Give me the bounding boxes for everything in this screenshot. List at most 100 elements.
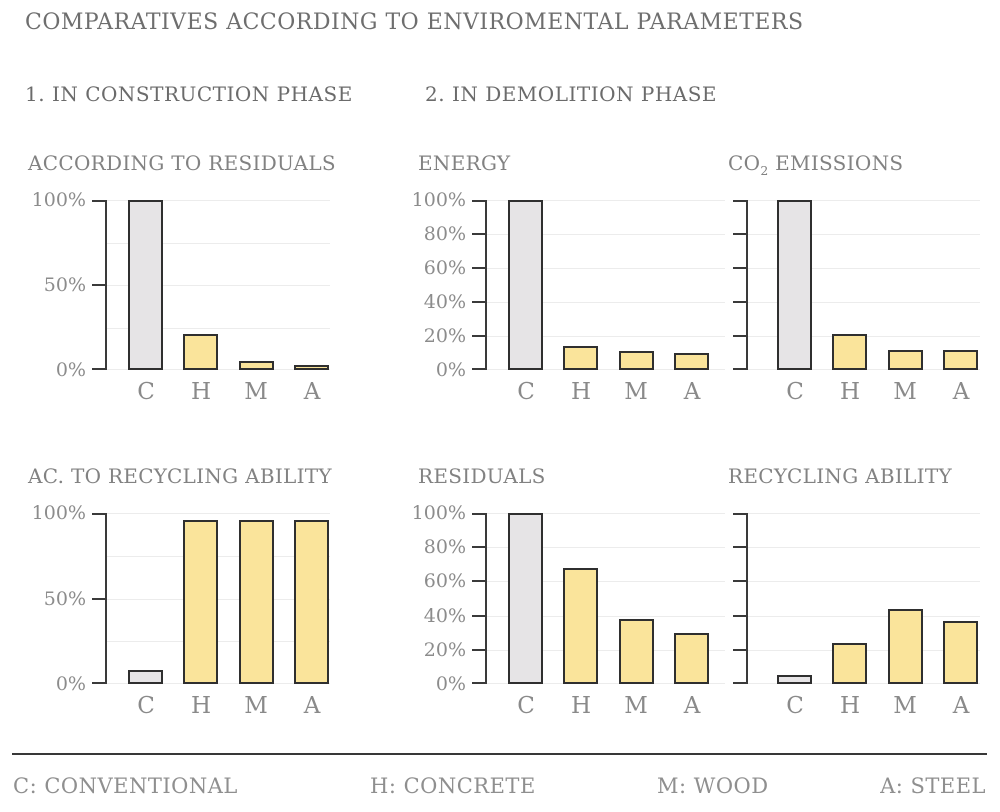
gridline	[486, 268, 725, 269]
y-axis-tick	[733, 513, 746, 515]
y-axis-tick	[92, 368, 105, 370]
bar-h	[563, 568, 598, 684]
chart-ac-to-recycling-ability: AC. TO RECYCLING ABILITY 0% 50% 100% C H M A	[28, 464, 332, 719]
bar-h	[183, 334, 218, 370]
x-axis-label: M	[893, 379, 917, 405]
y-axis-label: 100%	[31, 189, 86, 211]
gridline	[747, 268, 980, 269]
y-axis-tick	[733, 546, 746, 548]
chart-title: ENERGY	[418, 151, 511, 175]
y-axis-label: 60%	[423, 570, 466, 592]
y-axis-tick	[472, 649, 485, 651]
gridline	[106, 369, 330, 370]
y-axis-line	[105, 200, 107, 370]
gridline	[106, 285, 330, 286]
bar-m	[239, 520, 274, 684]
bar-h	[832, 643, 867, 684]
gridline	[747, 513, 980, 514]
y-axis-label: 0%	[435, 673, 466, 695]
page-title: COMPARATIVES ACCORDING TO ENVIROMENTAL P…	[25, 10, 804, 35]
x-axis-label: H	[839, 693, 861, 719]
x-axis-label: H	[570, 693, 592, 719]
y-axis-tick	[472, 267, 485, 269]
gridline	[747, 302, 980, 303]
bar-c	[128, 200, 163, 370]
y-axis-tick	[733, 580, 746, 582]
gridline	[486, 336, 725, 337]
y-axis-label: 80%	[423, 536, 466, 558]
y-axis-tick	[733, 301, 746, 303]
bar-h	[832, 334, 867, 370]
gridline	[486, 200, 725, 201]
y-axis-label: 20%	[423, 639, 466, 661]
gridline	[106, 328, 330, 329]
y-axis-tick	[92, 200, 105, 202]
x-axis-label: H	[839, 379, 861, 405]
gridline	[106, 641, 330, 642]
gridline	[486, 302, 725, 303]
bar-c	[128, 670, 163, 684]
bar-c	[777, 675, 812, 684]
bar-a	[294, 520, 329, 684]
y-axis-label: 60%	[423, 257, 466, 279]
gridline	[486, 581, 725, 582]
chart-title: AC. TO RECYCLING ABILITY	[28, 464, 332, 488]
y-axis-tick	[92, 513, 105, 515]
y-axis-tick	[472, 513, 485, 515]
gridline	[747, 234, 980, 235]
y-axis-line	[485, 200, 487, 370]
y-axis-tick	[733, 200, 746, 202]
gridline	[486, 547, 725, 548]
x-axis-label: M	[624, 693, 648, 719]
section-heading-construction-phase: 1. IN CONSTRUCTION PHASE	[25, 82, 353, 106]
bar-a	[943, 621, 978, 684]
x-axis-label: A	[683, 693, 701, 719]
legend-item-steel: A: STEEL	[880, 774, 986, 798]
x-axis-label: M	[244, 693, 268, 719]
y-axis-tick	[472, 615, 485, 617]
bar-a	[674, 633, 709, 684]
bar-a	[294, 365, 329, 370]
chart-co2-emissions: CO2 EMISSIONS C H M A	[728, 151, 980, 405]
x-axis-label: C	[517, 379, 535, 405]
y-axis-tick	[472, 580, 485, 582]
y-axis-tick	[472, 368, 485, 370]
bar-h	[183, 520, 218, 684]
bar-m	[239, 361, 274, 370]
y-axis-tick	[733, 368, 746, 370]
x-axis-label: H	[570, 379, 592, 405]
x-axis-label: C	[137, 379, 155, 405]
gridline	[486, 683, 725, 684]
y-axis-label: 40%	[423, 291, 466, 313]
x-axis-label: A	[683, 379, 701, 405]
chart-energy: ENERGY 0% 20% 40% 60% 80% 100% C H M A	[412, 151, 725, 405]
legend-item-concrete: H: CONCRETE	[370, 774, 536, 798]
x-axis-label: H	[190, 379, 212, 405]
gridline	[106, 556, 330, 557]
chart-recycling-ability: RECYCLING ABILITY C H M A	[728, 464, 980, 719]
legend-item-conventional: C: CONVENTIONAL	[13, 774, 238, 798]
y-axis-tick	[733, 233, 746, 235]
y-axis-label: 0%	[55, 673, 86, 695]
chart-residuals: RESIDUALS 0% 20% 40% 60% 80% 100% C H M A	[412, 464, 725, 719]
chart-title: ACCORDING TO RESIDUALS	[28, 151, 336, 175]
y-axis-label: 100%	[411, 502, 466, 524]
x-axis-label: C	[137, 693, 155, 719]
bar-h	[563, 346, 598, 370]
x-axis-label: C	[786, 693, 804, 719]
bar-m	[619, 351, 654, 370]
x-axis-label: M	[893, 693, 917, 719]
y-axis-label: 80%	[423, 223, 466, 245]
legend-divider	[12, 753, 987, 755]
y-axis-label: 50%	[43, 274, 86, 296]
chart-title: CO2 EMISSIONS	[728, 151, 904, 178]
y-axis-tick	[472, 200, 485, 202]
y-axis-tick	[472, 546, 485, 548]
y-axis-tick	[733, 267, 746, 269]
x-axis-label: A	[952, 379, 970, 405]
y-axis-tick	[733, 615, 746, 617]
bar-c	[777, 200, 812, 370]
y-axis-tick	[472, 301, 485, 303]
y-axis-tick	[733, 682, 746, 684]
y-axis-tick	[92, 284, 105, 286]
